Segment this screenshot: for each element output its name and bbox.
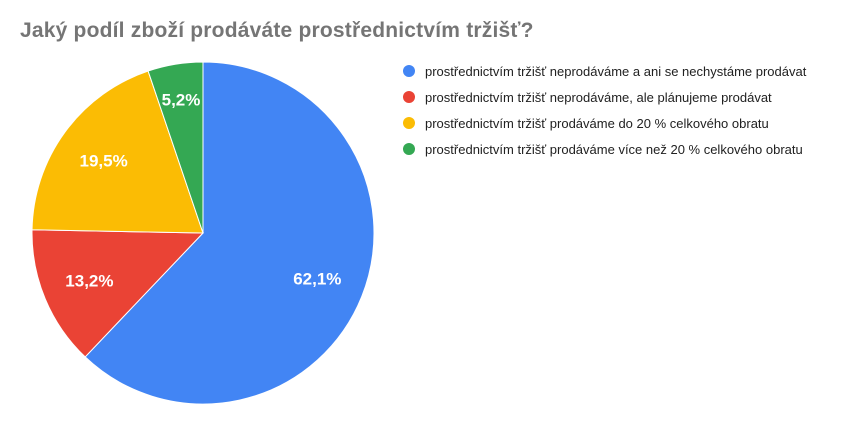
legend: prostřednictvím tržišť neprodáváme a ani…: [403, 58, 806, 162]
legend-item-0: prostřednictvím tržišť neprodáváme a ani…: [403, 58, 806, 84]
legend-label: prostřednictvím tržišť neprodáváme, ale …: [425, 89, 772, 105]
pie-chart: 62,1% 13,2% 19,5% 5,2%: [31, 61, 375, 405]
pie-slice-label-1: 13,2%: [65, 271, 113, 290]
legend-swatch-icon: [403, 91, 415, 103]
legend-item-1: prostřednictvím tržišť neprodáváme, ale …: [403, 84, 806, 110]
pie-slice-label-2: 19,5%: [79, 151, 127, 170]
legend-label: prostřednictvím tržišť neprodáváme a ani…: [425, 63, 807, 79]
pie-slice-label-3: 5,2%: [162, 91, 201, 110]
pie-slice-1[interactable]: [31, 229, 205, 358]
legend-label: prostřednictvím tržišť prodáváme více ne…: [425, 141, 803, 157]
legend-swatch-icon: [403, 117, 415, 129]
legend-label: prostřednictvím tržišť prodáváme do 20 %…: [425, 115, 769, 131]
pie-slice-2[interactable]: [31, 70, 204, 234]
legend-item-3: prostřednictvím tržišť prodáváme více ne…: [403, 136, 806, 162]
pie-slice-0[interactable]: [84, 61, 375, 405]
pie-slice-3[interactable]: [147, 61, 204, 234]
legend-swatch-icon: [403, 143, 415, 155]
pie-slice-label-0: 62,1%: [293, 270, 341, 289]
chart-title: Jaký podíl zboží prodáváte prostřednictv…: [20, 19, 534, 42]
legend-swatch-icon: [403, 65, 415, 77]
legend-item-2: prostřednictvím tržišť prodáváme do 20 %…: [403, 110, 806, 136]
